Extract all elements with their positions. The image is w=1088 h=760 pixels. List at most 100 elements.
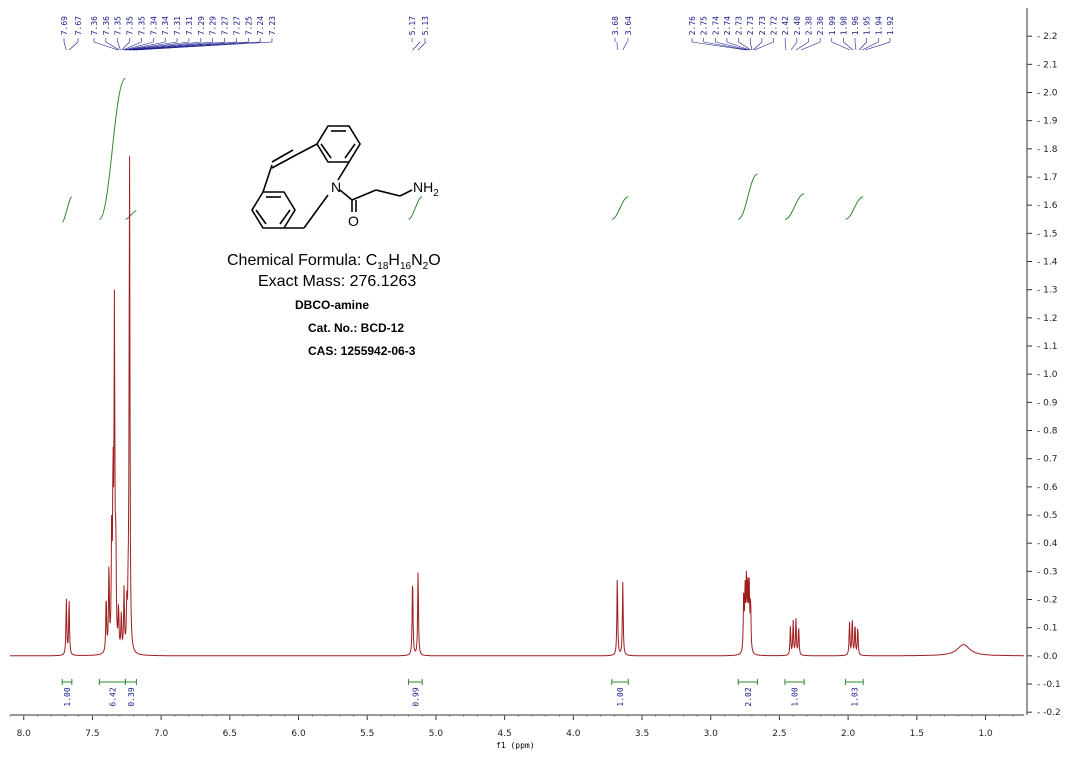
y-tick-label: - 2.1 [1037, 60, 1057, 70]
peak-label: 5.13 [421, 16, 430, 35]
peak-labels: 7.69 7.67 7.36 7.36 7.35 7.35 7.35 7.34 7.34 7.31… [60, 16, 895, 51]
x-tick-label: 7.5 [85, 729, 99, 739]
integral-value: 1.00 [616, 687, 625, 706]
y-tick-label: - -0.1 [1037, 680, 1061, 690]
peak-label: 2.74 [723, 16, 732, 35]
peak-label: 7.36 [102, 16, 111, 35]
peak-connector [122, 41, 142, 51]
catalog-number: Cat. No.: BCD-12 [308, 321, 405, 335]
x-axis-label: f1 (ppm) [496, 741, 535, 750]
integral-value: 1.03 [850, 687, 859, 706]
integral-curve [125, 210, 137, 220]
y-tick-label: - 0.0 [1037, 652, 1058, 662]
peak-connector [123, 41, 154, 51]
x-tick-label: 1.0 [978, 729, 993, 739]
y-tick-label: - 0.8 [1037, 427, 1058, 437]
y-tick-label: - 2.2 [1037, 32, 1057, 42]
integral-bars: 1.00 6.42 0.39 0.99 1.00 2.02 1.00 1.03 [61, 679, 864, 707]
peak-label: 7.36 [90, 16, 99, 35]
peak-label: 7.67 [74, 16, 83, 35]
y-axis: - 2.2 - 2.1 - 2.0 - 1.9 - 1.8 - 1.7 - 1.6 - 1.5… [1026, 8, 1061, 718]
peak-connector [861, 41, 879, 51]
peak-label: 7.27 [232, 16, 241, 35]
peak-connector [93, 41, 119, 51]
spectrum-trace [10, 156, 1024, 657]
peak-connector [795, 41, 809, 51]
peak-connector [790, 41, 798, 51]
peak-label: 7.35 [137, 16, 146, 35]
peak-label: 1.99 [828, 16, 837, 35]
peak-label: 2.38 [804, 16, 813, 35]
y-tick-label: - 1.6 [1037, 201, 1058, 211]
peak-connector [117, 41, 121, 51]
y-tick-label: - 2.0 [1037, 89, 1058, 99]
x-tick-label: 4.5 [497, 729, 511, 739]
peak-label: 2.40 [793, 16, 802, 35]
peak-connector [127, 41, 189, 51]
peak-label: 7.29 [197, 16, 206, 35]
y-tick-label: - 1.0 [1037, 370, 1058, 380]
x-tick-label: 8.0 [17, 729, 32, 739]
x-tick-label: 6.0 [291, 729, 306, 739]
peak-label: 3.64 [624, 16, 633, 35]
y-tick-label: - 1.4 [1037, 258, 1058, 268]
peak-label: 7.35 [126, 16, 135, 35]
peak-label: 2.72 [770, 16, 779, 35]
peak-connector [738, 41, 751, 51]
peak-connector [63, 41, 67, 51]
y-tick-label: - 0.9 [1037, 398, 1058, 408]
peak-connector [691, 41, 747, 51]
x-tick-label: 3.5 [635, 729, 649, 739]
x-tick-label: 6.5 [223, 729, 237, 739]
peak-label: 7.34 [161, 16, 170, 35]
peak-label: 7.29 [209, 16, 218, 35]
y-tick-label: - 1.1 [1037, 342, 1057, 352]
dbco-amine-structure [251, 125, 413, 229]
y-tick-label: - 1.7 [1037, 173, 1057, 183]
peak-connector [622, 41, 628, 51]
peak-label: 7.24 [256, 16, 265, 35]
peak-connector [854, 41, 857, 51]
peak-connector [858, 41, 867, 51]
integral-curve [784, 193, 805, 220]
x-tick-label: 2.0 [841, 729, 856, 739]
peak-label: 3.68 [611, 16, 620, 35]
integral-value: 6.42 [108, 687, 117, 706]
peak-connector [105, 41, 120, 51]
y-tick-label: - 1.2 [1037, 314, 1057, 324]
peak-label: 1.98 [839, 16, 848, 35]
y-tick-label: - -0.2 [1037, 708, 1061, 718]
peak-label: 7.23 [268, 16, 277, 35]
integral-curve [611, 196, 629, 220]
peak-label: 7.31 [173, 16, 182, 35]
exact-mass: Exact Mass: 276.1263 [258, 273, 417, 290]
peak-connector [703, 41, 748, 51]
peak-connector [121, 41, 130, 51]
peak-connector [800, 41, 821, 51]
y-tick-label: - 0.4 [1037, 539, 1058, 549]
y-tick-label: - 0.6 [1037, 483, 1058, 493]
y-tick-label: - 1.3 [1037, 286, 1057, 296]
integral-value: 0.99 [411, 687, 420, 706]
integral-curve [408, 196, 423, 220]
y-tick-label: - 0.5 [1037, 511, 1057, 521]
peak-label: 2.74 [711, 16, 720, 35]
y-tick-label: - 0.1 [1037, 624, 1057, 634]
y-tick-label: - 0.2 [1037, 596, 1057, 606]
structure-o-label: O [348, 213, 359, 229]
peak-connector [417, 41, 427, 51]
x-tick-label: 7.0 [154, 729, 169, 739]
peak-label: 2.73 [758, 16, 767, 35]
peak-connector [754, 41, 774, 51]
x-tick-label: 1.5 [910, 729, 924, 739]
peak-connector [68, 41, 79, 51]
y-tick-label: - 0.3 [1037, 567, 1057, 577]
integral-value: 1.00 [791, 687, 800, 706]
x-tick-label: 3.0 [704, 729, 719, 739]
peak-connector [125, 41, 166, 51]
x-tick-label: 2.5 [772, 729, 786, 739]
x-tick-label: 5.0 [429, 729, 444, 739]
y-tick-label: - 1.5 [1037, 229, 1057, 239]
structure-n-label: N [331, 179, 341, 195]
